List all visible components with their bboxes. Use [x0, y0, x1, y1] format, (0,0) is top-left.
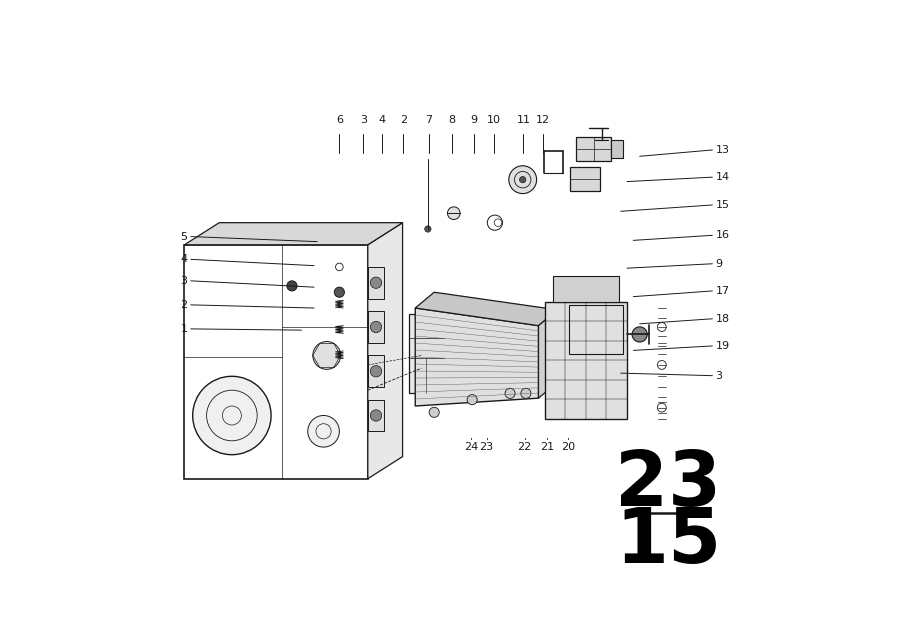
Text: 3: 3: [360, 115, 367, 125]
Circle shape: [370, 321, 382, 333]
Bar: [544, 302, 627, 418]
Circle shape: [193, 377, 271, 455]
Polygon shape: [415, 292, 557, 326]
Bar: [184, 245, 368, 479]
Text: 5: 5: [181, 232, 187, 241]
Bar: [576, 137, 611, 161]
Text: 3: 3: [181, 276, 187, 286]
Polygon shape: [184, 223, 402, 245]
Bar: [554, 276, 619, 302]
Text: 20: 20: [562, 442, 575, 452]
Circle shape: [370, 277, 382, 288]
Text: 22: 22: [518, 442, 532, 452]
Text: 3: 3: [716, 371, 723, 380]
Bar: [368, 356, 383, 387]
Text: 21: 21: [540, 442, 554, 452]
Text: 14: 14: [716, 172, 730, 182]
Circle shape: [632, 327, 647, 342]
Bar: [611, 140, 623, 157]
Text: 19: 19: [716, 341, 730, 351]
Text: 23: 23: [480, 442, 494, 452]
Circle shape: [521, 389, 531, 398]
Bar: [570, 305, 623, 354]
Circle shape: [313, 342, 340, 370]
Text: 2: 2: [400, 115, 407, 125]
Polygon shape: [538, 310, 557, 398]
Circle shape: [447, 207, 460, 220]
Text: 10: 10: [487, 115, 500, 125]
Text: 2: 2: [181, 300, 187, 310]
Text: 4: 4: [181, 255, 187, 264]
Circle shape: [467, 394, 477, 404]
Circle shape: [429, 407, 439, 417]
Bar: [368, 267, 383, 298]
Circle shape: [425, 226, 431, 232]
Circle shape: [370, 410, 382, 421]
Text: 9: 9: [471, 115, 478, 125]
Text: 6: 6: [336, 115, 343, 125]
Text: 15: 15: [716, 200, 730, 210]
Bar: [368, 399, 383, 431]
Text: 12: 12: [536, 115, 550, 125]
Text: 9: 9: [716, 258, 723, 269]
Polygon shape: [415, 308, 538, 406]
Bar: [570, 167, 600, 191]
Text: 18: 18: [716, 314, 730, 324]
Text: 8: 8: [448, 115, 455, 125]
Text: 15: 15: [615, 505, 721, 579]
Polygon shape: [368, 223, 402, 479]
Text: 24: 24: [464, 442, 479, 452]
Circle shape: [370, 366, 382, 377]
Text: 13: 13: [716, 145, 730, 155]
Text: 1: 1: [181, 324, 187, 334]
Text: 7: 7: [425, 115, 432, 125]
Text: 23: 23: [615, 448, 721, 522]
Text: 11: 11: [517, 115, 530, 125]
Circle shape: [505, 389, 515, 398]
Bar: [368, 311, 383, 343]
Circle shape: [334, 287, 345, 297]
Circle shape: [308, 415, 339, 447]
Circle shape: [508, 166, 536, 194]
Text: 16: 16: [716, 231, 730, 240]
Circle shape: [287, 281, 297, 291]
Text: 17: 17: [716, 286, 730, 296]
Circle shape: [519, 177, 526, 183]
Text: 4: 4: [379, 115, 386, 125]
Bar: [409, 314, 444, 393]
